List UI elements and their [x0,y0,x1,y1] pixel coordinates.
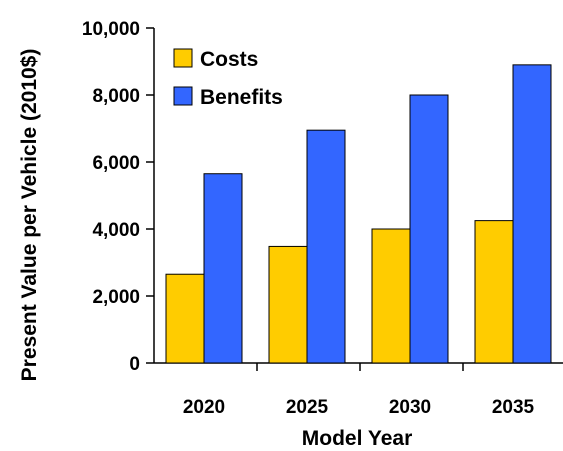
y-ticks: 0 2,000 4,000 6,000 8,000 10,000 [82,19,154,375]
x-tick-label: 2035 [492,397,535,418]
y-tick-label: 8,000 [92,86,140,107]
x-ticks: 2020 2025 2030 2035 [183,363,535,418]
x-axis-title: Model Year [302,427,413,450]
legend: Costs Benefits [173,48,283,109]
x-tick-label: 2030 [389,397,431,418]
bar-benefits-2030 [409,94,449,364]
bars [165,64,552,364]
y-tick-label: 2,000 [92,287,140,308]
y-axis-title: Present Value per Vehicle (2010$) [18,49,41,382]
legend-swatch-benefits [173,86,193,106]
bar-benefits-2025 [306,129,346,364]
bar-costs-2030 [371,228,411,364]
bar-benefits-2035 [512,64,552,364]
bar-costs-2035 [474,220,514,364]
bar-benefits-2020 [203,173,243,364]
bar-costs-2025 [268,245,308,364]
y-tick-label: 0 [129,354,140,375]
y-tick-label: 6,000 [92,153,140,174]
y-tick-label: 4,000 [92,220,140,241]
bar-costs-2020 [165,273,205,364]
legend-swatch-costs [173,48,193,68]
legend-label-costs: Costs [200,48,258,71]
x-tick-label: 2025 [286,397,329,418]
y-tick-label: 10,000 [82,19,140,40]
x-tick-label: 2020 [183,397,225,418]
legend-label-benefits: Benefits [200,86,283,109]
